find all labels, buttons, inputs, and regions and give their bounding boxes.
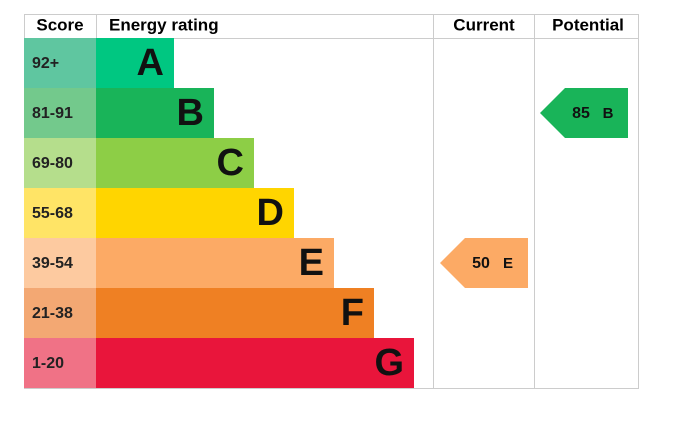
score-cell: [24, 38, 96, 88]
score-label: 92+: [32, 55, 59, 72]
potential-arrow: [540, 88, 628, 138]
score-cell: [24, 88, 96, 138]
rating-bar: [96, 338, 414, 388]
rating-bar: [96, 188, 294, 238]
score-label: 55-68: [32, 205, 73, 222]
score-cell: [24, 188, 96, 238]
rating-bar: [96, 88, 214, 138]
score-cell: [24, 138, 96, 188]
current-value: 50: [472, 255, 490, 272]
score-cell: [24, 238, 96, 288]
header-rating: Energy rating: [109, 15, 219, 34]
current-letter: E: [503, 255, 513, 272]
potential-letter: B: [603, 105, 614, 122]
score-label: 69-80: [32, 155, 73, 172]
rating-bar: [96, 138, 254, 188]
band-letter: C: [217, 142, 244, 184]
score-label: 81-91: [32, 105, 73, 122]
rating-bar: [96, 38, 174, 88]
current-arrow: [440, 238, 528, 288]
score-label: 39-54: [32, 255, 73, 272]
header-score: Score: [36, 15, 83, 34]
header-potential: Potential: [552, 15, 624, 34]
band-letter: F: [341, 292, 364, 334]
score-label: 1-20: [32, 355, 64, 372]
band-letter: E: [299, 242, 324, 284]
score-cell: [24, 288, 96, 338]
score-label: 21-38: [32, 305, 73, 322]
band-letter: A: [137, 42, 164, 84]
band-letter: G: [374, 342, 404, 384]
rating-bar: [96, 238, 334, 288]
band-letter: B: [177, 92, 204, 134]
rating-bar: [96, 288, 374, 338]
potential-value: 85: [572, 105, 590, 122]
score-cell: [24, 338, 96, 388]
header-current: Current: [453, 15, 515, 34]
band-letter: D: [257, 192, 284, 234]
